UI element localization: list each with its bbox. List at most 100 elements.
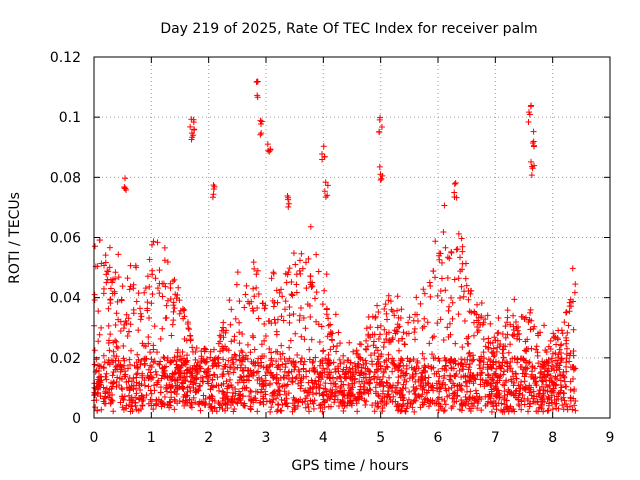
data-point: [175, 284, 182, 291]
data-point: [396, 363, 403, 370]
data-point: [201, 345, 208, 352]
data-point: [239, 393, 246, 400]
data-point: [105, 305, 112, 312]
data-point: [184, 366, 191, 373]
data-point: [418, 383, 425, 390]
data-point: [297, 257, 303, 264]
data-point: [419, 401, 426, 408]
data-point: [512, 370, 519, 377]
data-point: [147, 369, 154, 376]
data-point: [320, 365, 327, 372]
data-point: [137, 361, 144, 368]
data-point: [332, 389, 339, 396]
data-point: [521, 401, 528, 408]
data-point: [91, 361, 98, 368]
data-point: [110, 408, 117, 415]
data-point: [490, 353, 497, 360]
data-point: [463, 335, 470, 342]
data-point: [203, 371, 210, 378]
data-point: [470, 403, 476, 410]
data-point: [151, 382, 158, 389]
data-point: [386, 374, 393, 381]
data-point: [366, 374, 373, 381]
data-point: [492, 400, 499, 407]
data-point: [135, 327, 142, 334]
data-point: [265, 147, 272, 154]
data-point: [484, 312, 491, 319]
data-point: [325, 371, 332, 378]
data-point: [327, 360, 334, 367]
data-point: [335, 329, 342, 336]
data-point: [185, 325, 192, 332]
data-point: [472, 387, 479, 394]
data-point: [545, 368, 552, 375]
data-point: [196, 383, 203, 390]
data-point: [505, 349, 512, 356]
data-point: [423, 389, 430, 396]
data-point: [254, 267, 261, 274]
data-point: [367, 368, 374, 375]
data-point: [531, 365, 538, 372]
data-point: [549, 406, 556, 413]
data-point: [449, 395, 456, 402]
data-point: [315, 268, 322, 275]
data-point: [362, 365, 369, 372]
data-point: [558, 349, 565, 356]
data-point: [137, 386, 144, 393]
data-point: [487, 395, 494, 402]
data-point: [286, 319, 293, 326]
data-point: [210, 191, 217, 198]
data-point: [350, 348, 357, 355]
data-point: [355, 361, 362, 368]
data-point: [255, 368, 262, 375]
data-point: [529, 140, 536, 147]
data-point: [283, 279, 290, 286]
data-point: [294, 403, 301, 410]
data-point: [285, 369, 292, 376]
data-point: [360, 384, 367, 391]
data-point: [286, 368, 293, 375]
data-point: [109, 279, 116, 286]
data-point: [375, 403, 382, 410]
data-point: [127, 361, 134, 368]
data-point: [381, 339, 388, 346]
data-point: [140, 342, 147, 349]
data-point: [373, 366, 380, 373]
data-point: [521, 315, 528, 322]
data-point: [267, 380, 274, 387]
data-point: [552, 349, 559, 356]
data-point: [261, 337, 268, 344]
data-point: [502, 323, 509, 330]
data-point: [335, 365, 342, 372]
data-point: [236, 298, 243, 305]
data-point: [300, 314, 307, 321]
data-point: [526, 389, 533, 396]
data-point: [525, 408, 532, 415]
data-point: [183, 367, 190, 374]
data-point: [564, 406, 571, 413]
data-point: [349, 365, 356, 372]
data-point: [304, 301, 311, 308]
data-point: [293, 271, 300, 278]
data-point: [556, 366, 563, 373]
data-point: [255, 315, 262, 322]
data-point: [551, 367, 558, 374]
data-point: [321, 188, 328, 195]
data-point: [197, 382, 204, 389]
data-point: [113, 378, 120, 385]
data-point: [114, 362, 121, 369]
data-point: [103, 370, 110, 377]
data-point: [250, 307, 257, 314]
data-point: [378, 123, 385, 130]
data-point: [302, 404, 309, 411]
data-point: [184, 352, 191, 359]
data-point: [211, 183, 218, 190]
data-point: [148, 390, 155, 397]
data-point: [230, 408, 237, 415]
data-point: [565, 322, 572, 329]
data-point: [507, 365, 514, 372]
data-point: [508, 407, 515, 414]
data-point: [409, 374, 416, 381]
data-point: [493, 379, 500, 386]
data-point: [516, 330, 523, 337]
